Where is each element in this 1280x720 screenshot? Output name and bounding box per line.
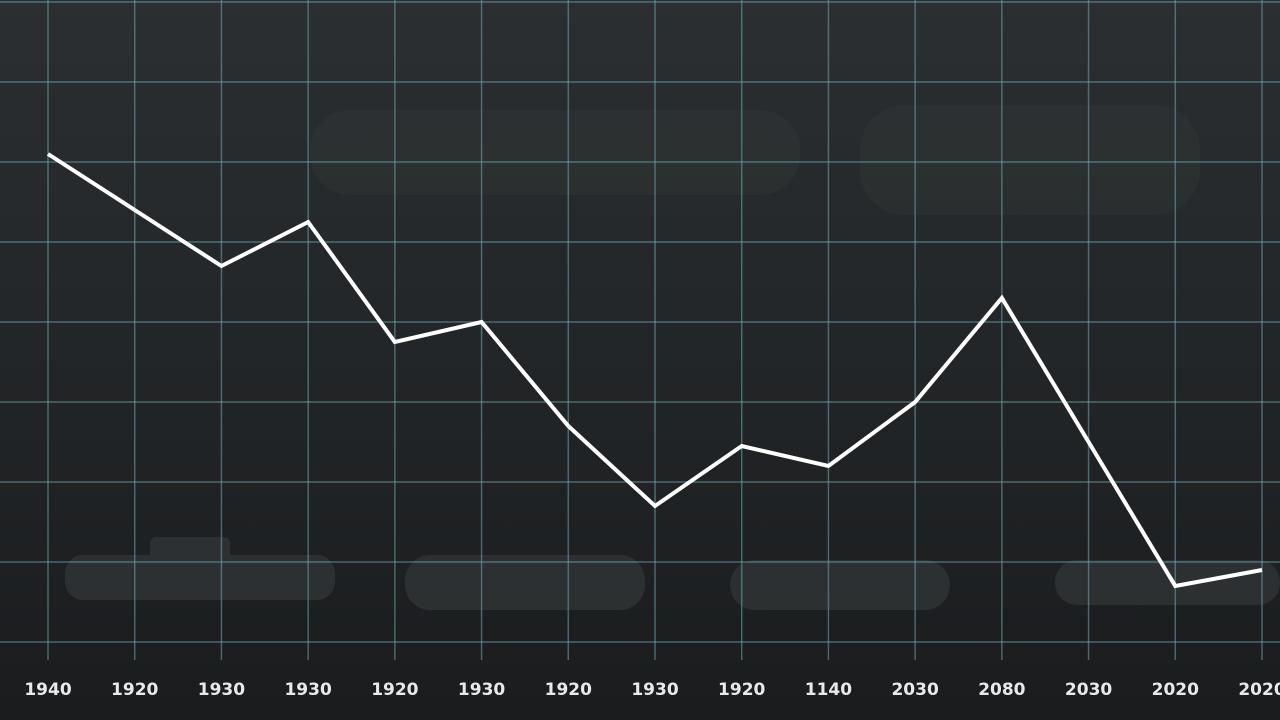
x-tick-label: 1930: [458, 680, 505, 700]
x-tick-label: 2020: [1152, 680, 1199, 700]
car: [310, 110, 800, 195]
x-tick-label: 2030: [891, 680, 938, 700]
x-tick-label: 1920: [371, 680, 418, 700]
x-tick-label: 1930: [631, 680, 678, 700]
x-tick-label: 1930: [284, 680, 331, 700]
x-tick-label: 1930: [198, 680, 245, 700]
car: [150, 537, 230, 562]
x-tick-label: 1920: [545, 680, 592, 700]
car: [860, 105, 1200, 215]
x-tick-label: 1140: [805, 680, 852, 700]
plot: 1940 1920 1930 1930 1920 1930 1920 1930 1920 1140…: [0, 0, 1280, 700]
car: [405, 555, 645, 610]
x-tick-label: 2030: [1065, 680, 1112, 700]
x-tick-label: 1940: [24, 680, 71, 700]
data-line: [46, 152, 1263, 589]
car: [65, 555, 335, 600]
x-tick-label: 1920: [718, 680, 765, 700]
x-tick-label: 1920: [111, 680, 158, 700]
car: [730, 560, 950, 610]
car-silhouettes: [65, 105, 1280, 610]
x-tick-label: 2080: [978, 680, 1025, 700]
x-tick-label: 2020: [1238, 680, 1280, 700]
car: [1055, 560, 1280, 605]
